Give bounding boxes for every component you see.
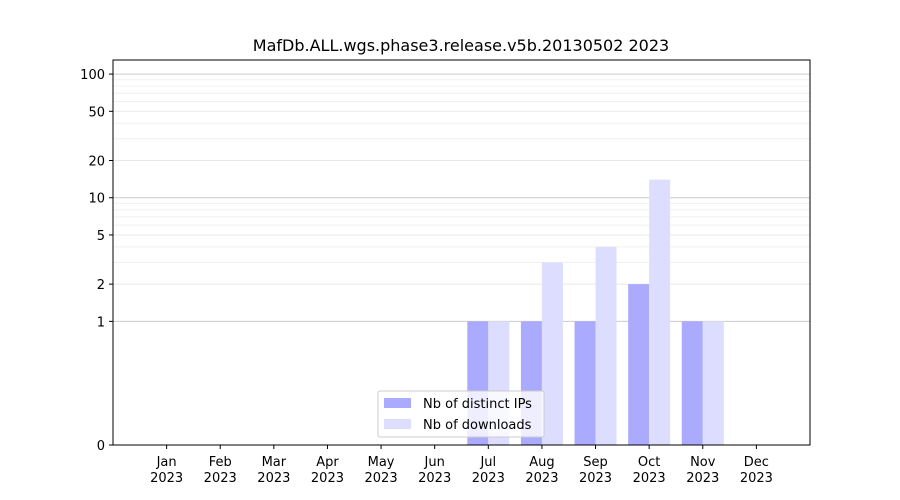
bar-downloads [702,321,724,445]
y-tick-label: 10 [88,192,105,207]
bar-distinct-ips [628,284,650,445]
y-tick-label: 2 [97,278,105,293]
legend-swatch-ips [384,398,411,408]
x-tick-label: Aug 2023 [525,455,558,486]
x-tick-label: Mar 2023 [257,455,290,486]
chart-title: MafDb.ALL.wgs.phase3.release.v5b.2013050… [253,36,669,55]
legend-box [377,390,545,438]
bar-downloads [595,246,617,445]
y-tick-label: 5 [97,229,105,244]
bar-distinct-ips [574,321,596,445]
bar-distinct-ips [681,321,703,445]
legend-label-downloads: Nb of downloads [423,418,532,433]
x-tick-label: Jan 2023 [150,455,183,486]
legend-swatch-downloads [384,419,411,429]
x-tick-label: Oct 2023 [633,455,666,486]
y-tick-label: 100 [80,68,105,83]
y-axis: 0 1 2 5 10 20 50 100 [80,68,113,454]
x-tick-label: Jul 2023 [472,455,505,486]
x-tick-label: Nov 2023 [686,455,719,486]
legend-label-ips: Nb of distinct IPs [423,397,532,412]
y-tick-label: 1 [97,315,105,330]
x-axis: Jan 2023 Feb 2023 Mar 2023 Apr 2023 May 2023 Jun 20… [150,445,773,486]
x-tick-label: Apr 2023 [311,455,344,486]
x-tick-label: Sep 2023 [579,455,612,486]
y-tick-label: 0 [97,439,105,454]
bar-downloads [649,179,671,446]
x-tick-label: Feb 2023 [204,455,237,486]
x-tick-label: Jun 2023 [418,455,451,486]
plot-frame [112,59,811,446]
y-tick-label: 50 [88,105,105,120]
x-tick-label: May 2023 [365,455,398,486]
y-tick-label: 20 [88,155,105,170]
grid [113,73,810,322]
bar-downloads [541,262,563,445]
legend: Nb of distinct IPs Nb of downloads [377,390,545,438]
x-tick-label: Dec 2023 [740,455,773,486]
